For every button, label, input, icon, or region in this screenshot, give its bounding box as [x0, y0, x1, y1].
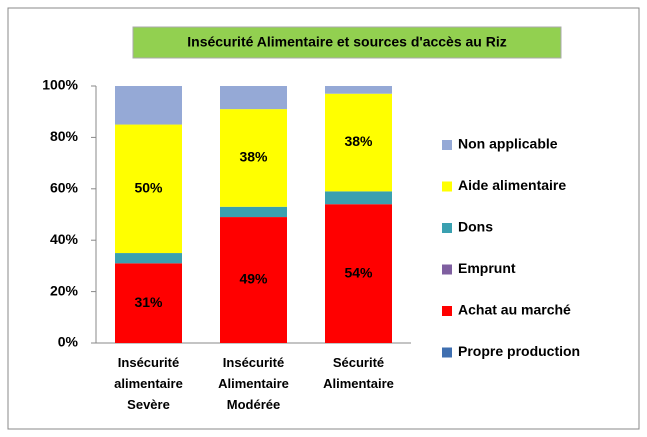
legend-swatch [442, 306, 452, 316]
legend-label: Non applicable [458, 136, 558, 152]
legend-swatch [442, 223, 452, 233]
legend-label: Aide alimentaire [458, 177, 566, 193]
bar-segment [220, 217, 287, 343]
legend-swatch [442, 181, 452, 192]
legend-swatch [442, 347, 452, 358]
data-label: 54% [344, 264, 373, 280]
bar-segment [220, 206, 287, 218]
x-tick-label: Insécurité alimentaire Sevère [114, 355, 183, 412]
y-tick-label: 20% [50, 282, 79, 298]
bar-segment [325, 86, 392, 94]
data-label: 38% [344, 133, 373, 149]
bar-segment [115, 86, 182, 125]
bar-segment [115, 124, 182, 254]
chart-border [7, 7, 640, 430]
y-tick-label: 0% [58, 334, 79, 350]
legend-label: Emprunt [458, 260, 516, 276]
bar-segment [220, 109, 287, 207]
y-tick-label: 100% [42, 77, 78, 93]
legend-label: Dons [458, 219, 493, 235]
data-label: 38% [239, 149, 268, 165]
bar-segment [115, 263, 182, 343]
title-box [132, 26, 562, 59]
bar-segment [115, 253, 182, 264]
data-label: 50% [134, 180, 163, 196]
x-tick-label: Insécurité Alimentaire Modérée [218, 355, 289, 412]
legend-label: Propre production [458, 343, 580, 359]
y-tick-label: 80% [50, 128, 79, 144]
legend-swatch [442, 140, 452, 150]
y-tick-label: 60% [50, 180, 79, 196]
data-label: 49% [239, 271, 268, 287]
bar-segment [325, 93, 392, 192]
legend-swatch [442, 264, 452, 275]
bar-segment [220, 86, 287, 110]
y-tick-label: 40% [50, 231, 79, 247]
chart-title: Insécurité Alimentaire et sources d'accè… [187, 34, 507, 50]
legend-label: Achat au marché [458, 302, 571, 318]
bar-segment [325, 204, 392, 343]
x-tick-label: Sécurité Alimentaire [323, 355, 394, 391]
bar-segment [325, 191, 392, 205]
data-label: 31% [134, 294, 163, 310]
